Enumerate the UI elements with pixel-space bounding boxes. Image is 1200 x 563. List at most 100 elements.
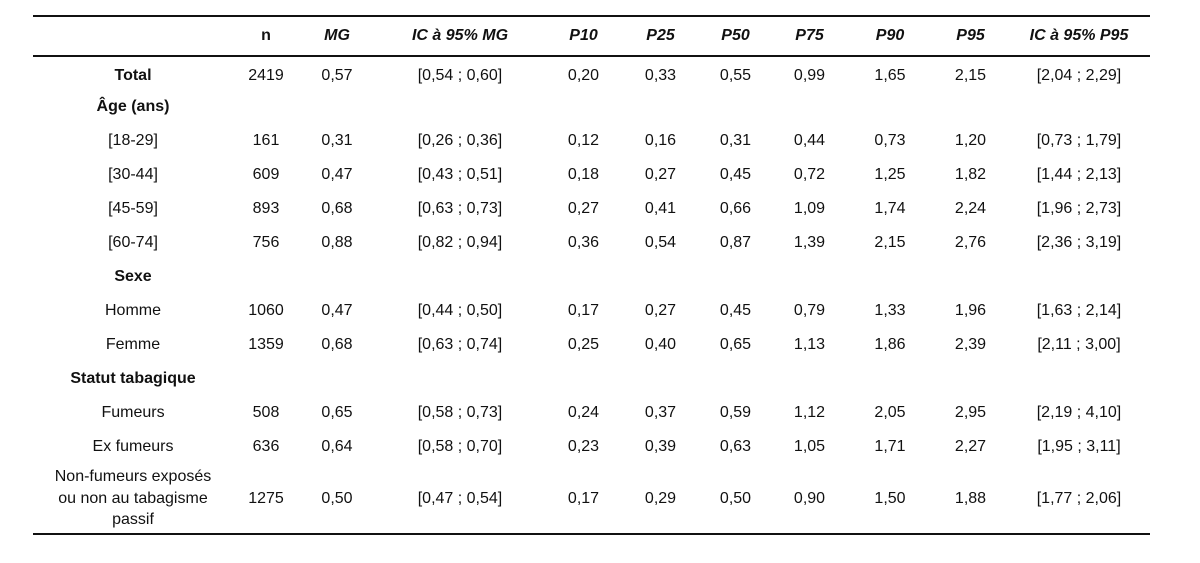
cell-p50: 0,63 <box>719 438 752 455</box>
cell-p10: 0,24 <box>567 404 600 421</box>
cell-p10: 0,36 <box>567 234 600 251</box>
header-p90: P90 <box>847 15 933 57</box>
cell-p50: 0,59 <box>719 404 752 421</box>
cell-mg: 0,31 <box>321 132 353 149</box>
cell-n: 1359 <box>248 336 284 353</box>
row-label-line: passif <box>112 511 154 529</box>
cell-p25: 0,39 <box>644 438 677 455</box>
header-p50: P50 <box>699 15 772 57</box>
cell-p75: 1,39 <box>793 234 826 251</box>
header-label-column <box>33 15 233 57</box>
cell-p95: 1,96 <box>954 302 987 319</box>
row-label: [60-74] <box>108 234 158 251</box>
section-label: Statut tabagique <box>70 370 196 387</box>
cell-p50: 0,50 <box>699 464 772 535</box>
cell-p10: 0,25 <box>567 336 600 353</box>
cell-n: 508 <box>252 404 280 421</box>
row-label-line: ou non au tabagisme <box>58 489 208 507</box>
cell-p95: 2,76 <box>954 234 987 251</box>
cell-ci-p95: [1,77 ; 2,06] <box>1008 464 1150 535</box>
cell-p50: 0,31 <box>719 132 752 149</box>
cell-p25: 0,29 <box>622 464 699 535</box>
cell-p75: 0,99 <box>793 66 826 84</box>
table-row: [45-59] 893 0,68 [0,63 ; 0,73] 0,27 0,41… <box>33 192 1150 226</box>
cell-n: 2419 <box>248 66 284 84</box>
cell-p10: 0,20 <box>567 66 600 84</box>
table-body: Total 2419 0,57 [0,54 ; 0,60] 0,20 0,33 … <box>33 56 1150 535</box>
cell-p25: 0,27 <box>644 166 677 183</box>
row-label: Fumeurs <box>101 404 165 421</box>
cell-p90: 1,50 <box>847 464 933 535</box>
cell-ci-mg: [0,26 ; 0,36] <box>417 132 503 149</box>
cell-ci-p95: [1,96 ; 2,73] <box>1036 200 1122 217</box>
cell-p95: 2,27 <box>954 438 987 455</box>
cell-n: 609 <box>252 166 280 183</box>
cell-p10: 0,23 <box>567 438 600 455</box>
header-row: n MG IC à 95% MG P10 P25 P50 P75 P90 P95… <box>33 15 1150 57</box>
row-label: [45-59] <box>108 200 158 217</box>
cell-ci-p95: [2,11 ; 3,00] <box>1037 336 1121 353</box>
table-row: Ex fumeurs 636 0,64 [0,58 ; 0,70] 0,23 0… <box>33 430 1150 464</box>
header-ci-mg: IC à 95% MG <box>375 15 545 57</box>
cell-ci-p95: [2,19 ; 4,10] <box>1036 404 1122 421</box>
cell-mg: 0,68 <box>321 336 353 353</box>
cell-p90: 2,15 <box>874 234 906 251</box>
cell-p95: 1,88 <box>933 464 1008 535</box>
cell-p50: 0,55 <box>719 66 752 84</box>
section-row-sexe: Sexe <box>33 260 1150 294</box>
cell-p75: 0,44 <box>793 132 826 149</box>
cell-p95: 2,24 <box>954 200 987 217</box>
table-row: [18-29] 161 0,31 [0,26 ; 0,36] 0,12 0,16… <box>33 124 1150 158</box>
cell-p95: 2,39 <box>954 336 987 353</box>
cell-p10: 0,17 <box>567 302 600 319</box>
cell-ci-p95: [1,44 ; 2,13] <box>1036 166 1122 183</box>
cell-p75: 0,79 <box>793 302 826 319</box>
cell-p95: 2,15 <box>954 66 987 84</box>
cell-p75: 1,09 <box>793 200 826 217</box>
cell-p90: 2,05 <box>874 404 906 421</box>
cell-n: 1275 <box>233 464 299 535</box>
row-label-line: Non-fumeurs exposés <box>54 468 212 486</box>
cell-n: 893 <box>252 200 280 217</box>
cell-p95: 2,95 <box>954 404 987 421</box>
section-row-statut-tabagique: Statut tabagique <box>33 362 1150 396</box>
cell-p50: 0,65 <box>719 336 752 353</box>
cell-p10: 0,12 <box>567 132 600 149</box>
header-p10: P10 <box>545 15 622 57</box>
table-row: Fumeurs 508 0,65 [0,58 ; 0,73] 0,24 0,37… <box>33 396 1150 430</box>
row-label: Total <box>114 66 152 84</box>
cell-ci-mg: [0,63 ; 0,74] <box>417 336 503 353</box>
cell-p75: 1,05 <box>793 438 826 455</box>
results-table: n MG IC à 95% MG P10 P25 P50 P75 P90 P95… <box>33 15 1150 535</box>
cell-p25: 0,41 <box>644 200 677 217</box>
cell-ci-mg: [0,82 ; 0,94] <box>417 234 503 251</box>
cell-ci-p95: [1,63 ; 2,14] <box>1036 302 1122 319</box>
cell-p25: 0,16 <box>644 132 677 149</box>
cell-p25: 0,37 <box>644 404 677 421</box>
cell-ci-mg: [0,58 ; 0,73] <box>417 404 503 421</box>
cell-p10: 0,27 <box>567 200 600 217</box>
cell-mg: 0,88 <box>321 234 353 251</box>
cell-ci-mg: [0,63 ; 0,73] <box>417 200 503 217</box>
cell-p10: 0,18 <box>567 166 600 183</box>
cell-mg: 0,64 <box>321 438 353 455</box>
cell-p10: 0,17 <box>545 464 622 535</box>
cell-p25: 0,27 <box>644 302 677 319</box>
cell-p90: 1,74 <box>874 200 906 217</box>
cell-n: 1060 <box>248 302 284 319</box>
cell-p25: 0,40 <box>644 336 677 353</box>
cell-p25: 0,33 <box>644 66 677 84</box>
row-label: [30-44] <box>108 166 158 183</box>
cell-n: 161 <box>252 132 280 149</box>
table-row: [60-74] 756 0,88 [0,82 ; 0,94] 0,36 0,54… <box>33 226 1150 260</box>
row-label: Homme <box>104 302 161 319</box>
cell-p90: 1,65 <box>874 66 906 84</box>
cell-p90: 0,73 <box>874 132 906 149</box>
cell-mg: 0,68 <box>321 200 353 217</box>
results-table-container: n MG IC à 95% MG P10 P25 P50 P75 P90 P95… <box>33 15 1150 535</box>
cell-ci-p95: [1,95 ; 3,11] <box>1037 438 1121 455</box>
cell-ci-p95: [2,36 ; 3,19] <box>1036 234 1122 251</box>
cell-p50: 0,87 <box>719 234 752 251</box>
cell-p50: 0,66 <box>719 200 752 217</box>
header-ci-p95: IC à 95% P95 <box>1008 15 1150 57</box>
